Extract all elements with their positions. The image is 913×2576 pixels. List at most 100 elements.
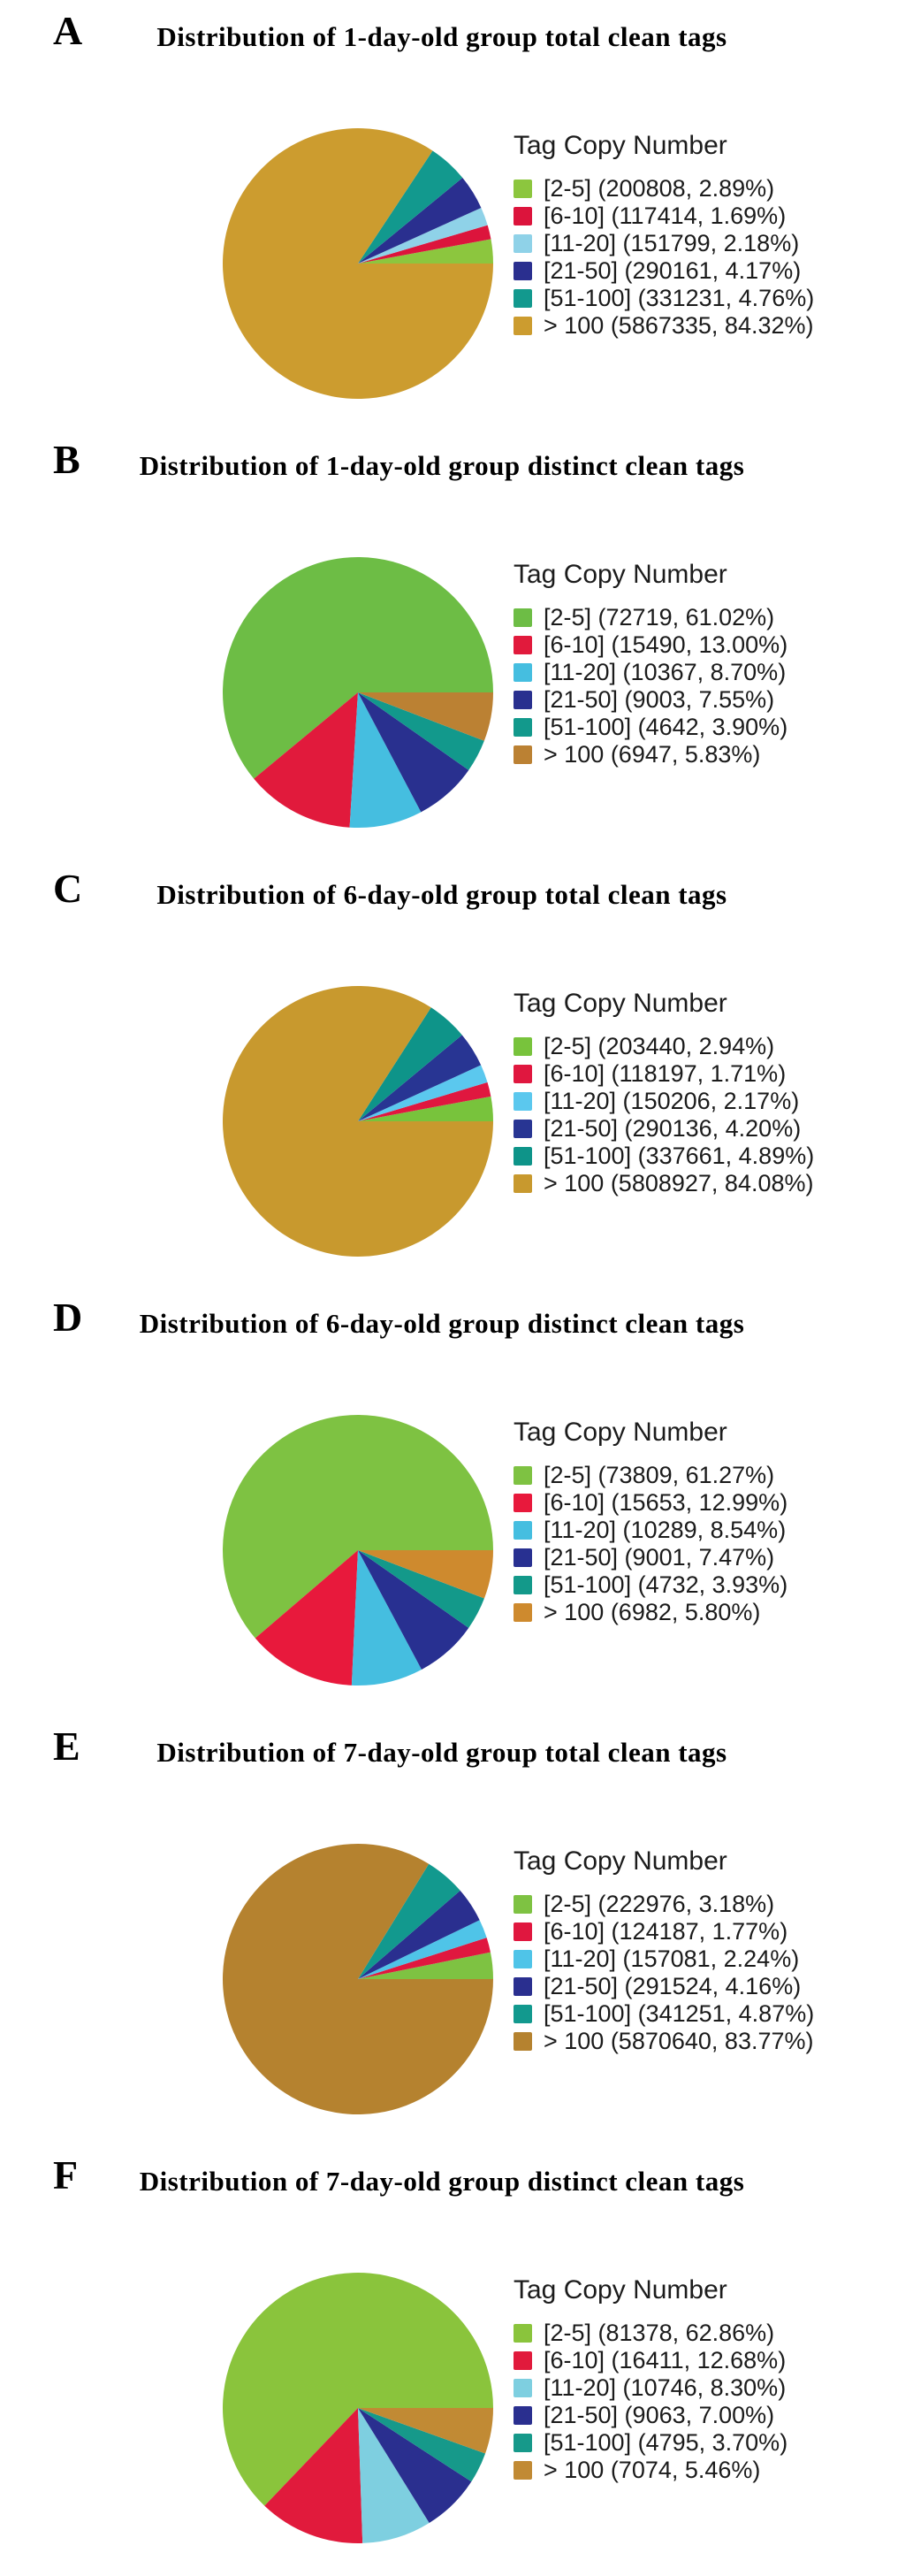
- legend-item: [11-20] (10746, 8.30%): [514, 2374, 911, 2401]
- legend-item: [6-10] (15490, 13.00%): [514, 631, 911, 658]
- pie-slice-6-10: [358, 1082, 491, 1121]
- pie-slice-51-100: [358, 1007, 462, 1121]
- pie-slice-51-100: [358, 692, 484, 770]
- legend-item-label: [11-20] (157081, 2.24%): [544, 1945, 800, 1972]
- legend-item-label: [51-100] (341251, 4.87%): [544, 1999, 815, 2027]
- legend-item-label: [6-10] (118197, 1.71%): [544, 1059, 787, 1087]
- pie-slice-6-10: [254, 692, 358, 828]
- pie-slice-2-5: [223, 2273, 494, 2506]
- legend-title: Tag Copy Number: [514, 1846, 727, 1876]
- legend-item-label: [2-5] (203440, 2.94%): [544, 1032, 775, 1059]
- legend-color-swatch-icon: [514, 288, 532, 308]
- legend-item-label: [6-10] (16411, 12.68%): [544, 2346, 787, 2373]
- legend-color-swatch-icon: [514, 1602, 532, 1622]
- legend-color-swatch-icon: [514, 1119, 532, 1138]
- pie-slice-6-10: [358, 225, 491, 264]
- pie-slice-2-5: [223, 557, 493, 779]
- legend-rows: [2-5] (203440, 2.94%) [6-10] (118197, 1.7…: [514, 1033, 911, 1196]
- pie-slice-6-10: [264, 2408, 363, 2543]
- legend-color-swatch-icon: [514, 179, 532, 198]
- legend-color-swatch-icon: [514, 316, 532, 335]
- legend-color-swatch-icon: [514, 2433, 532, 2452]
- pie-slice-21-50: [358, 692, 469, 813]
- pie-chart: [223, 1844, 494, 2115]
- legend-item: [2-5] (73809, 61.27%): [514, 1462, 911, 1488]
- legend-color-swatch-icon: [514, 1922, 532, 1941]
- legend-item: [6-10] (15653, 12.99%): [514, 1489, 911, 1516]
- panel-f: F Distribution of 7-day-old group distin…: [0, 2144, 913, 2576]
- legend-color-swatch-icon: [514, 1894, 532, 1914]
- legend-item: [6-10] (118197, 1.71%): [514, 1060, 911, 1087]
- pie-slice-6-10: [358, 1938, 491, 1979]
- legend-item-label: [11-20] (10367, 8.70%): [544, 658, 787, 685]
- legend-item: > 100 (5808927, 84.08%): [514, 1170, 911, 1196]
- panel-title: Distribution of 1-day-old group distinct…: [139, 450, 745, 481]
- legend-item-label: [11-20] (150206, 2.17%): [544, 1087, 800, 1114]
- legend-title: Tag Copy Number: [514, 131, 727, 160]
- panel-letter: E: [53, 1724, 80, 1769]
- legend-color-swatch-icon: [514, 1036, 532, 1056]
- pie-slice-11-20: [358, 1920, 487, 1979]
- legend-color-swatch-icon: [514, 717, 532, 737]
- legend-color-swatch-icon: [514, 2323, 532, 2343]
- legend-item: > 100 (7074, 5.46%): [514, 2457, 911, 2483]
- pie-slice-11-20: [351, 1550, 422, 1685]
- legend: Tag Copy Number [2-5] (72719, 61.02%) [6-…: [514, 560, 911, 768]
- legend-item-label: [21-50] (291524, 4.16%): [544, 1972, 802, 1999]
- legend-color-swatch-icon: [514, 1064, 532, 1083]
- legend-item-label: [2-5] (81378, 62.86%): [544, 2319, 775, 2346]
- legend-item: [2-5] (203440, 2.94%): [514, 1033, 911, 1059]
- pie-slice-21-50: [358, 178, 482, 264]
- legend-color-swatch-icon: [514, 1976, 532, 1996]
- pie-slice-51-100: [358, 1550, 484, 1628]
- panel-letter: C: [53, 866, 83, 911]
- legend-item: [11-20] (150206, 2.17%): [514, 1088, 911, 1114]
- pie-slice-51-100: [358, 2408, 486, 2482]
- legend-color-swatch-icon: [514, 1548, 532, 1567]
- pie-chart: [223, 2273, 494, 2543]
- legend-rows: [2-5] (200808, 2.89%) [6-10] (117414, 1.6…: [514, 175, 911, 339]
- legend-item-label: [51-100] (337661, 4.89%): [544, 1142, 815, 1169]
- legend-item-label: [11-20] (10289, 8.54%): [544, 1516, 787, 1543]
- legend-color-swatch-icon: [514, 1465, 532, 1485]
- pie-slice-11-20: [358, 1065, 488, 1121]
- panel-letter: B: [53, 437, 80, 482]
- pie-slice-11-20: [349, 692, 422, 829]
- legend-item: [11-20] (151799, 2.18%): [514, 230, 911, 256]
- legend-item-label: > 100 (7074, 5.46%): [544, 2456, 761, 2483]
- legend-item-label: [6-10] (124187, 1.77%): [544, 1917, 788, 1945]
- pie-slice-100: [358, 692, 493, 741]
- legend-item-label: [21-50] (290161, 4.17%): [544, 256, 802, 284]
- pie-slice-100: [223, 986, 493, 1257]
- legend-item-label: [2-5] (200808, 2.89%): [544, 174, 775, 202]
- legend-item: [11-20] (157081, 2.24%): [514, 1945, 911, 1972]
- legend-color-swatch-icon: [514, 1091, 532, 1111]
- legend-color-swatch-icon: [514, 2405, 532, 2425]
- pie-slice-51-100: [358, 1863, 460, 1979]
- legend-item-label: [51-100] (4795, 3.70%): [544, 2428, 788, 2456]
- legend-item: [51-100] (4642, 3.90%): [514, 714, 911, 740]
- legend: Tag Copy Number [2-5] (73809, 61.27%) [6-…: [514, 1418, 911, 1626]
- legend-color-swatch-icon: [514, 1493, 532, 1512]
- legend-item: [21-50] (290136, 4.20%): [514, 1115, 911, 1142]
- panel-b: B Distribution of 1-day-old group distin…: [0, 429, 913, 858]
- legend-item-label: > 100 (5808927, 84.08%): [544, 1169, 814, 1196]
- pie-slice-51-100: [358, 150, 463, 264]
- legend-color-swatch-icon: [514, 635, 532, 654]
- panel-letter: A: [53, 8, 83, 53]
- legend-item-label: > 100 (6947, 5.83%): [544, 740, 761, 768]
- panel-title: Distribution of 6-day-old group total cl…: [156, 879, 727, 910]
- legend-title: Tag Copy Number: [514, 1418, 727, 1447]
- legend-color-swatch-icon: [514, 1173, 532, 1193]
- panel-title: Distribution of 1-day-old group total cl…: [156, 21, 727, 52]
- legend-item-label: [51-100] (4642, 3.90%): [544, 713, 788, 740]
- pie-slice-21-50: [358, 1890, 480, 1979]
- pie-chart: [223, 986, 493, 1257]
- legend-color-swatch-icon: [514, 1146, 532, 1166]
- panel-e: E Distribution of 7-day-old group total …: [0, 1716, 913, 2144]
- legend-item-label: [6-10] (117414, 1.69%): [544, 202, 787, 229]
- pie-slice-11-20: [358, 207, 488, 264]
- legend-color-swatch-icon: [514, 608, 532, 627]
- legend-item-label: [6-10] (15653, 12.99%): [544, 1488, 788, 1516]
- legend-item: [11-20] (10289, 8.54%): [514, 1517, 911, 1543]
